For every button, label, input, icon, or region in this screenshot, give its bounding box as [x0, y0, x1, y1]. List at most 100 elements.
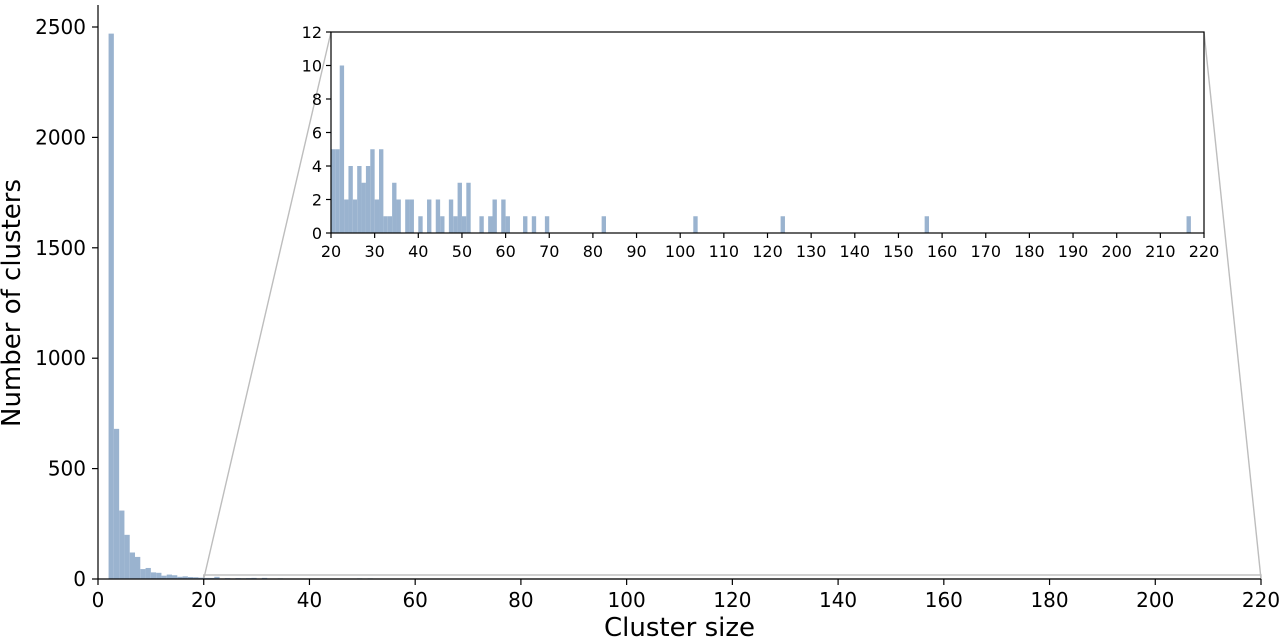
inset-x-tick-label: 220: [1189, 242, 1220, 261]
main-x-tick-label: 20: [191, 588, 216, 612]
inset-y-tick-label: 4: [312, 157, 322, 176]
inset-bar: [374, 199, 380, 233]
main-bar: [177, 576, 183, 579]
main-x-tick-label: 180: [1030, 588, 1068, 612]
inset-x-tick-label: 210: [1145, 242, 1176, 261]
main-bar: [214, 576, 220, 579]
main-y-tick-label: 2000: [35, 125, 86, 149]
inset-x-tick-label: 150: [883, 242, 914, 261]
main-x-tick-label: 160: [925, 588, 963, 612]
inset-x-tick-label: 30: [364, 242, 384, 261]
inset-bar: [379, 149, 384, 233]
inset-bar: [409, 199, 414, 233]
inset-x-tick-label: 40: [408, 242, 428, 261]
inset-x-tick-label: 90: [626, 242, 646, 261]
main-bar: [135, 556, 141, 579]
inset-y-tick-label: 6: [312, 124, 322, 143]
main-x-tick-label: 140: [819, 588, 857, 612]
inset-bar: [523, 216, 528, 233]
main-axes: 0 20 40 60 80 100 120 140 160 180 200 2200500100015…: [35, 5, 1280, 612]
main-bar: [156, 572, 162, 579]
inset-bar: [461, 216, 467, 233]
main-bar: [140, 569, 146, 579]
inset-bar: [383, 216, 388, 233]
zoom-connector-right: [1203, 31, 1262, 580]
main-x-tick-label: 40: [297, 588, 322, 612]
inset-x-tick-label: 190: [1058, 242, 1089, 261]
inset-x-tick-label: 130: [796, 242, 827, 261]
main-bar: [161, 575, 167, 579]
inset-bar: [392, 182, 397, 233]
main-y-tick-label: 500: [48, 457, 86, 481]
inset-bar: [352, 199, 358, 233]
inset-bar: [492, 199, 497, 233]
main-bar: [124, 534, 130, 579]
inset-x-tick-label: 80: [583, 242, 603, 261]
main-bar: [119, 510, 125, 579]
inset-bar: [1186, 216, 1191, 233]
main-x-tick-label: 120: [713, 588, 751, 612]
inset-bar: [440, 216, 445, 233]
inset-x-tick-label: 140: [840, 242, 871, 261]
inset-bar: [479, 216, 484, 233]
main-bar: [166, 574, 173, 579]
main-bar: [150, 572, 157, 579]
zoom-connector-left: [203, 31, 332, 580]
inset-bar: [457, 182, 462, 233]
main-x-tick-label: 200: [1136, 588, 1174, 612]
inset-bar: [780, 216, 785, 233]
main-x-tick-label: 80: [508, 588, 533, 612]
inset-bar: [544, 216, 550, 233]
inset-x-tick-label: 20: [321, 242, 341, 261]
inset-x-tick-label: 120: [752, 242, 783, 261]
inset-x-tick-label: 180: [1014, 242, 1045, 261]
inset-x-tick-label: 170: [970, 242, 1001, 261]
inset-bar: [924, 216, 930, 233]
inset-y-tick-label: 8: [312, 90, 322, 109]
main-bar: [182, 576, 188, 579]
main-x-tick-label: 220: [1242, 588, 1280, 612]
inset-bar: [361, 182, 366, 233]
main-bar: [113, 428, 120, 579]
main-x-tick-label: 100: [608, 588, 646, 612]
main-bar: [145, 567, 151, 579]
inset-bar: [387, 216, 393, 233]
inset-bar: [365, 166, 371, 233]
inset-x-tick-label: 160: [927, 242, 958, 261]
inset-x-tick-label: 110: [709, 242, 740, 261]
main-y-tick-label: 1500: [35, 236, 86, 260]
inset-bar: [405, 199, 410, 233]
inset-bar: [453, 216, 458, 233]
main-bar: [193, 577, 199, 579]
inset-x-tick-label: 200: [1101, 242, 1132, 261]
inset-bar: [531, 216, 537, 233]
inset-x-tick-label: 50: [452, 242, 472, 261]
main-y-tick-label: 2500: [35, 15, 86, 39]
inset-y-tick-label: 0: [312, 224, 322, 243]
main-x-tick-label: 60: [402, 588, 427, 612]
inset-bar: [601, 216, 606, 233]
inset-bar: [488, 216, 493, 233]
inset-bar: [418, 216, 423, 233]
inset-y-tick-label: 2: [312, 191, 322, 210]
inset-x-tick-label: 70: [539, 242, 559, 261]
y-axis-title: Number of clusters: [0, 179, 27, 427]
main-bar: [129, 552, 136, 579]
inset-bar: [693, 216, 698, 233]
inset-bar: [348, 166, 353, 233]
inset-y-tick-label: 10: [302, 57, 322, 76]
inset-bars: [331, 65, 1191, 233]
inset-bar: [357, 166, 362, 233]
inset-y-tick-label: 12: [302, 23, 322, 42]
inset-bar: [396, 199, 401, 233]
inset-bar: [505, 216, 510, 233]
inset-bar: [335, 149, 340, 233]
main-y-tick-label: 0: [73, 567, 86, 591]
main-bar: [172, 575, 178, 579]
main-bar: [187, 577, 194, 579]
inset-x-tick-label: 60: [495, 242, 515, 261]
inset-bar: [339, 65, 345, 233]
inset-bar: [344, 199, 349, 233]
